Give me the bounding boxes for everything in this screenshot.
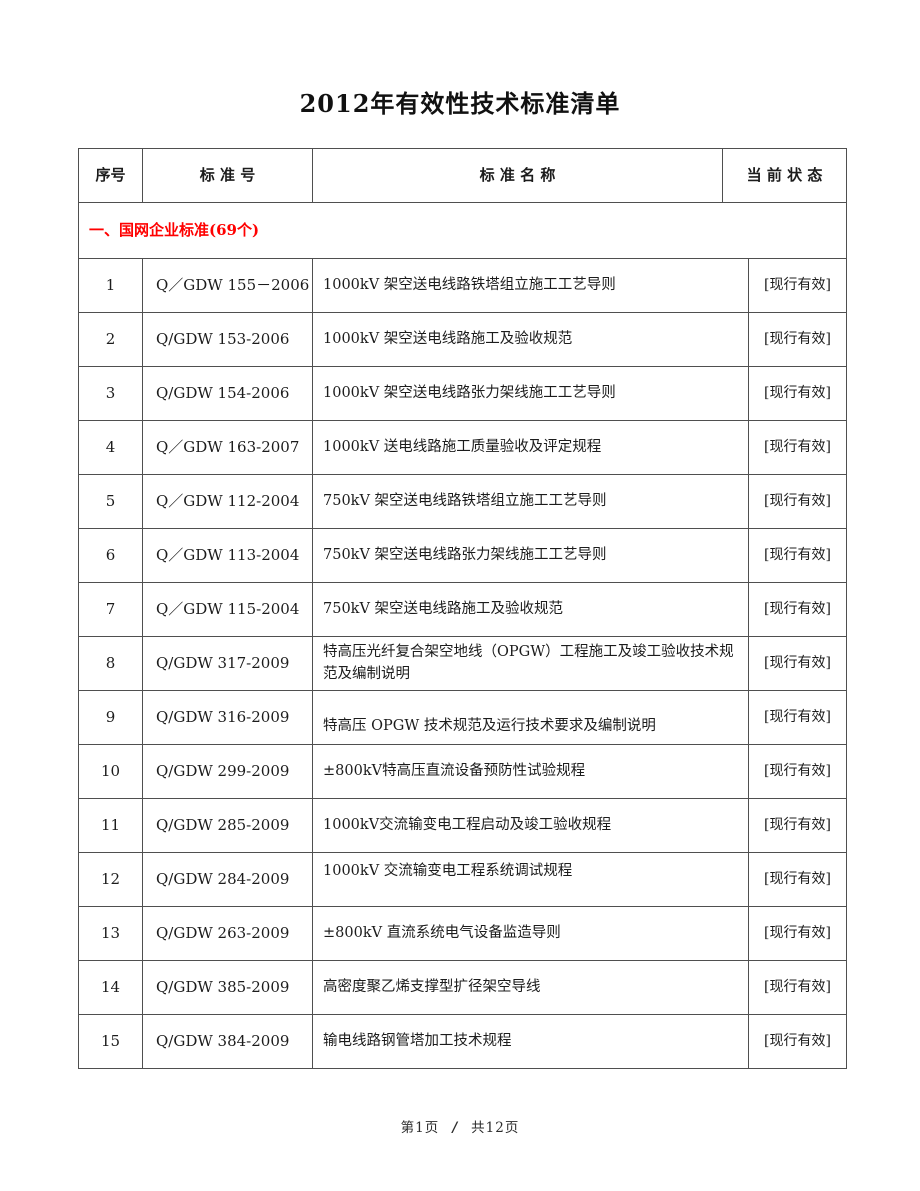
table-row: 10 Q/GDW 299-2009 ±800kV特高压直流设备预防性试验规程 […	[79, 744, 846, 798]
row-name-cell: 750kV 架空送电线路张力架线施工工艺导则	[312, 529, 748, 582]
row-number-cell: Q／GDW 115-2004	[142, 583, 312, 636]
header-cell-status: 当 前 状 态	[722, 149, 846, 202]
table-row: 15 Q/GDW 384-2009 输电线路钢管塔加工技术规程 [现行有效]	[79, 1014, 846, 1068]
page-footer: 第1页 / 共12页	[0, 1116, 920, 1136]
row-name-cell: 特高压 OPGW 技术规范及运行技术要求及编制说明	[312, 691, 748, 744]
row-status-cell: [现行有效]	[748, 691, 846, 744]
row-status-cell: [现行有效]	[748, 583, 846, 636]
table-row: 2 Q/GDW 153-2006 1000kV 架空送电线路施工及验收规范 [现…	[79, 312, 846, 366]
header-cell-number: 标 准 号	[142, 149, 312, 202]
table-row: 8 Q/GDW 317-2009 特高压光纤复合架空地线（OPGW）工程施工及竣…	[79, 636, 846, 690]
row-index-cell: 13	[100, 923, 121, 942]
row-index-cell: 9	[105, 707, 116, 726]
section-header-label: 一、国网企业标准(69个)	[89, 220, 260, 239]
row-status-cell: [现行有效]	[748, 961, 846, 1014]
row-number-cell: Q/GDW 317-2009	[142, 637, 312, 690]
row-number-cell: Q/GDW 153-2006	[142, 313, 312, 366]
row-status-cell: [现行有效]	[748, 367, 846, 420]
row-status-cell: [现行有效]	[748, 475, 846, 528]
row-status-cell: [现行有效]	[748, 421, 846, 474]
row-name-cell: 输电线路钢管塔加工技术规程	[312, 1015, 748, 1068]
row-number-cell: Q／GDW 163-2007	[142, 421, 312, 474]
row-number-cell: Q/GDW 284-2009	[142, 853, 312, 906]
row-status-cell: [现行有效]	[748, 313, 846, 366]
row-status-cell: [现行有效]	[748, 745, 846, 798]
table-row: 4 Q／GDW 163-2007 1000kV 送电线路施工质量验收及评定规程 …	[79, 420, 846, 474]
row-index-cell: 1	[105, 275, 116, 294]
row-index-cell: 10	[100, 761, 121, 780]
table-row: 14 Q/GDW 385-2009 高密度聚乙烯支撑型扩径架空导线 [现行有效]	[79, 960, 846, 1014]
header-cell-index: 序号	[95, 165, 126, 184]
row-name-cell: ±800kV特高压直流设备预防性试验规程	[312, 745, 748, 798]
row-name-cell: ±800kV 直流系统电气设备监造导则	[312, 907, 748, 960]
header-cell-name: 标 准 名 称	[312, 149, 722, 202]
footer-current-page: 第1页	[400, 1120, 440, 1136]
row-status-cell: [现行有效]	[748, 1015, 846, 1068]
row-name-cell: 1000kV 送电线路施工质量验收及评定规程	[312, 421, 748, 474]
row-name-cell: 1000kV 架空送电线路张力架线施工工艺导则	[312, 367, 748, 420]
footer-total-pages: 共12页	[471, 1120, 520, 1136]
row-status-cell: [现行有效]	[748, 907, 846, 960]
row-number-cell: Q/GDW 384-2009	[142, 1015, 312, 1068]
row-name-cell: 1000kV 架空送电线路施工及验收规范	[312, 313, 748, 366]
row-name-cell: 1000kV交流输变电工程启动及竣工验收规程	[312, 799, 748, 852]
table-row: 1 Q／GDW 155－2006 1000kV 架空送电线路铁塔组立施工工艺导则…	[79, 258, 846, 312]
row-status-cell: [现行有效]	[748, 799, 846, 852]
row-name-cell: 750kV 架空送电线路铁塔组立施工工艺导则	[312, 475, 748, 528]
table-row: 13 Q/GDW 263-2009 ±800kV 直流系统电气设备监造导则 [现…	[79, 906, 846, 960]
row-name-cell: 750kV 架空送电线路施工及验收规范	[312, 583, 748, 636]
section-header-row: 一、国网企业标准(69个)	[79, 202, 846, 258]
table-row: 6 Q／GDW 113-2004 750kV 架空送电线路张力架线施工工艺导则 …	[79, 528, 846, 582]
row-name-cell: 高密度聚乙烯支撑型扩径架空导线	[312, 961, 748, 1014]
row-name-cell: 特高压光纤复合架空地线（OPGW）工程施工及竣工验收技术规范及编制说明	[312, 637, 748, 690]
row-index-cell: 6	[105, 545, 116, 564]
row-name-cell: 1000kV 架空送电线路铁塔组立施工工艺导则	[312, 259, 748, 312]
page-title: 2012年有效性技术标准清单	[299, 89, 621, 118]
row-index-cell: 4	[105, 437, 116, 456]
table-row: 3 Q/GDW 154-2006 1000kV 架空送电线路张力架线施工工艺导则…	[79, 366, 846, 420]
row-number-cell: Q／GDW 155－2006	[142, 259, 312, 312]
row-number-cell: Q／GDW 113-2004	[142, 529, 312, 582]
footer-separator: /	[452, 1120, 459, 1136]
row-status-cell: [现行有效]	[748, 853, 846, 906]
table-header-row: 序号 标 准 号 标 准 名 称 当 前 状 态	[79, 149, 846, 202]
row-status-cell: [现行有效]	[748, 259, 846, 312]
row-number-cell: Q/GDW 263-2009	[142, 907, 312, 960]
row-status-cell: [现行有效]	[748, 529, 846, 582]
standards-table: 序号 标 准 号 标 准 名 称 当 前 状 态 一、国网企业标准(69个) 1…	[78, 148, 847, 1069]
row-index-cell: 2	[105, 329, 116, 348]
row-index-cell: 3	[105, 383, 116, 402]
row-status-cell: [现行有效]	[748, 637, 846, 690]
table-row: 12 Q/GDW 284-2009 1000kV 交流输变电工程系统调试规程 […	[79, 852, 846, 906]
row-number-cell: Q/GDW 299-2009	[142, 745, 312, 798]
row-name-cell: 1000kV 交流输变电工程系统调试规程	[312, 853, 748, 906]
row-index-cell: 14	[100, 977, 121, 996]
table-row: 9 Q/GDW 316-2009 特高压 OPGW 技术规范及运行技术要求及编制…	[79, 690, 846, 744]
row-number-cell: Q/GDW 385-2009	[142, 961, 312, 1014]
table-row: 7 Q／GDW 115-2004 750kV 架空送电线路施工及验收规范 [现行…	[79, 582, 846, 636]
row-number-cell: Q/GDW 316-2009	[142, 691, 312, 744]
table-row: 5 Q／GDW 112-2004 750kV 架空送电线路铁塔组立施工工艺导则 …	[79, 474, 846, 528]
row-index-cell: 12	[100, 869, 121, 888]
table-row: 11 Q/GDW 285-2009 1000kV交流输变电工程启动及竣工验收规程…	[79, 798, 846, 852]
row-number-cell: Q/GDW 285-2009	[142, 799, 312, 852]
row-index-cell: 5	[105, 491, 116, 510]
row-index-cell: 15	[100, 1031, 121, 1050]
row-index-cell: 8	[105, 653, 116, 672]
row-number-cell: Q／GDW 112-2004	[142, 475, 312, 528]
row-index-cell: 11	[100, 815, 121, 834]
row-number-cell: Q/GDW 154-2006	[142, 367, 312, 420]
row-index-cell: 7	[105, 599, 116, 618]
